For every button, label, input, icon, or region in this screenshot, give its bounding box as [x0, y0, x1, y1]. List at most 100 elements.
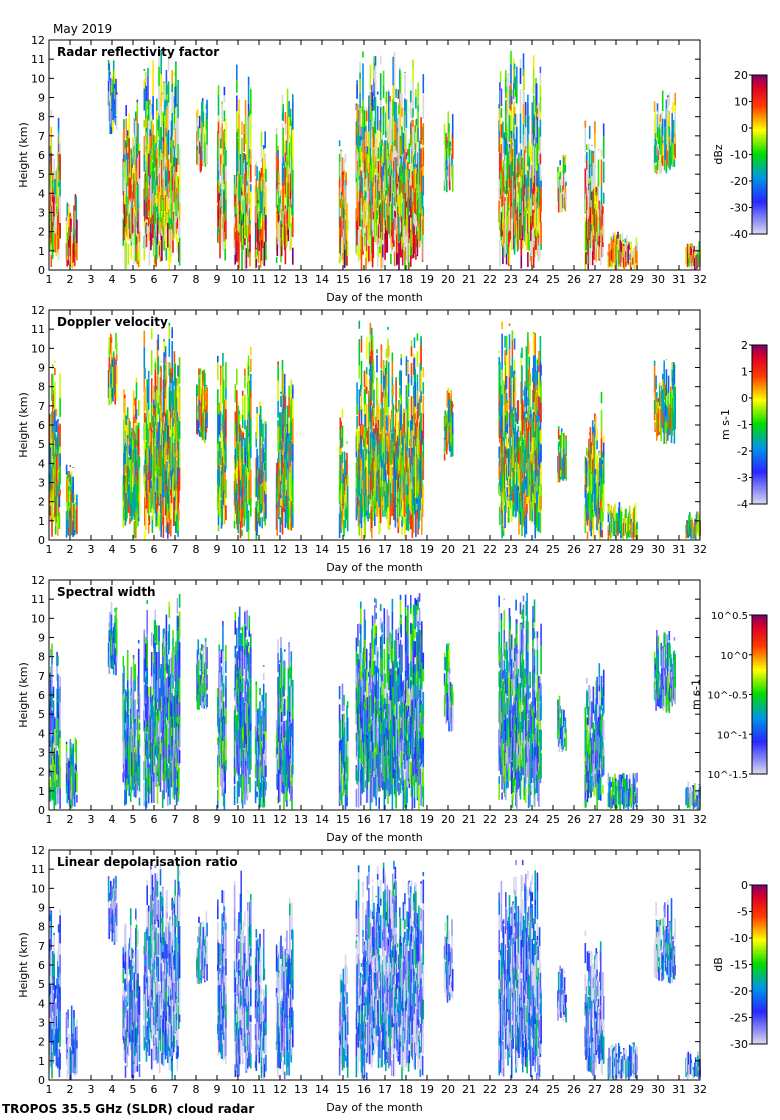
- radar-streak: [445, 414, 447, 426]
- radar-streak: [501, 235, 503, 247]
- radar-streak: [356, 404, 358, 415]
- radar-streak: [591, 200, 593, 225]
- radar-streak: [137, 428, 140, 458]
- colorbar-swatch: [752, 168, 767, 171]
- radar-streak: [513, 206, 516, 236]
- colorbar-swatch: [752, 110, 767, 114]
- radar-streak: [236, 368, 238, 385]
- radar-streak: [395, 379, 397, 403]
- radar-streak: [366, 430, 369, 445]
- radar-streak: [364, 426, 366, 450]
- x-tick-label: 22: [483, 273, 497, 286]
- radar-streak: [172, 233, 174, 241]
- radar-streak: [386, 123, 389, 136]
- radar-streak: [339, 208, 342, 217]
- radar-streak: [519, 89, 522, 114]
- radar-streak: [370, 499, 372, 507]
- colorbar-tick-label: -10: [730, 149, 748, 162]
- radar-streak: [265, 241, 267, 261]
- radar-streak: [250, 184, 252, 192]
- footer-label: TROPOS 35.5 GHz (SLDR) cloud radar: [2, 1102, 254, 1116]
- radar-streak: [396, 117, 399, 141]
- colorbar-swatch: [752, 98, 767, 102]
- radar-streak: [178, 467, 181, 491]
- radar-streak: [514, 124, 517, 139]
- radar-streak: [54, 425, 56, 433]
- radar-streak: [243, 153, 245, 163]
- radar-streak: [152, 504, 154, 520]
- x-tick-label: 4: [109, 273, 116, 286]
- radar-streak: [132, 409, 135, 417]
- radar-streak: [403, 409, 405, 413]
- radar-streak: [158, 112, 160, 137]
- radar-streak: [584, 155, 587, 164]
- radar-streak: [171, 139, 173, 166]
- radar-streak: [172, 195, 175, 213]
- radar-streak: [171, 341, 173, 368]
- radar-streak: [167, 222, 169, 248]
- radar-streak: [361, 171, 364, 194]
- colorbar-swatch: [752, 162, 767, 165]
- radar-streak: [223, 110, 226, 122]
- radar-streak: [410, 396, 413, 420]
- radar-streak: [238, 414, 240, 433]
- radar-streak: [540, 187, 542, 212]
- radar-streak: [406, 409, 408, 416]
- radar-streak: [168, 170, 171, 183]
- radar-streak: [414, 406, 416, 414]
- y-tick-label: 9: [38, 92, 45, 105]
- radar-streak: [175, 514, 178, 534]
- radar-streak: [417, 199, 419, 227]
- radar-streak: [292, 156, 294, 170]
- radar-streak: [565, 181, 567, 186]
- x-tick-label: 28: [609, 273, 623, 286]
- radar-streak: [527, 130, 529, 150]
- radar-streak: [502, 223, 505, 248]
- radar-streak: [586, 169, 588, 188]
- radar-streak: [381, 139, 383, 146]
- radar-streak: [49, 491, 52, 506]
- radar-streak: [364, 516, 366, 538]
- radar-streak: [235, 232, 237, 252]
- radar-streak: [391, 361, 394, 377]
- radar-streak: [206, 387, 208, 413]
- radar-streak: [522, 53, 525, 76]
- radar-streak: [173, 443, 176, 469]
- radar-streak: [398, 214, 400, 242]
- radar-streak: [241, 121, 243, 135]
- radar-streak: [501, 173, 503, 196]
- radar-streak: [282, 456, 284, 475]
- radar-streak: [220, 429, 223, 452]
- radar-streak: [400, 353, 402, 358]
- radar-streak: [392, 56, 394, 57]
- radar-streak: [418, 137, 421, 141]
- radar-streak: [259, 178, 261, 195]
- radar-streak: [595, 242, 598, 262]
- radar-streak: [588, 125, 591, 140]
- radar-streak: [525, 223, 528, 247]
- x-tick-label: 9: [214, 273, 221, 286]
- radar-streak: [374, 133, 377, 159]
- radar-streak: [501, 394, 503, 416]
- radar-streak: [134, 181, 136, 207]
- radar-streak: [163, 82, 165, 95]
- radar-streak: [280, 412, 282, 429]
- colorbar-swatch: [752, 204, 767, 207]
- radar-streak: [415, 96, 417, 109]
- radar-streak: [250, 469, 252, 499]
- radar-streak: [147, 99, 150, 121]
- radar-streak: [363, 196, 365, 204]
- radar-streak: [262, 441, 265, 445]
- radar-streak: [57, 523, 59, 536]
- radar-streak: [525, 162, 528, 175]
- radar-streak: [143, 248, 146, 261]
- radar-streak: [124, 227, 127, 250]
- radar-streak: [501, 321, 503, 330]
- radar-streak: [443, 416, 446, 431]
- radar-streak: [602, 247, 604, 257]
- radar-streak: [422, 234, 425, 261]
- radar-streak: [369, 322, 372, 335]
- radar-streak: [416, 351, 419, 368]
- radar-streak: [202, 111, 205, 128]
- x-tick-label: 25: [546, 273, 560, 286]
